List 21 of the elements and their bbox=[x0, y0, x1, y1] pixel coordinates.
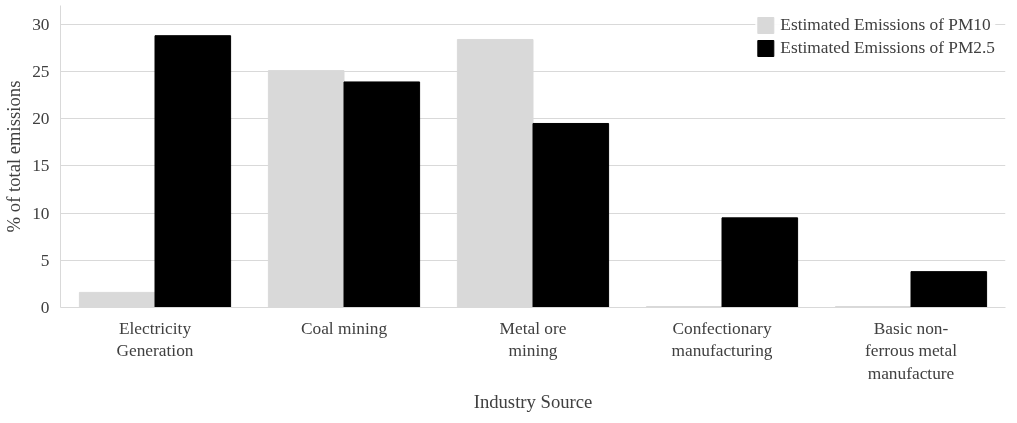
y-tick-label: 25 bbox=[32, 62, 50, 82]
y-axis-title: % of total emissions bbox=[3, 80, 25, 233]
y-tick-label: 5 bbox=[40, 250, 50, 270]
y-tick-label: 0 bbox=[40, 298, 50, 317]
y-tick-label: 20 bbox=[32, 109, 50, 129]
x-tick-label: Confectionary manufacturing bbox=[671, 318, 773, 361]
x-tick-label: Basic non- ferrous metal manufacture bbox=[865, 318, 958, 384]
legend-label: Estimated Emissions of PM2.5 bbox=[780, 38, 995, 58]
bar bbox=[721, 217, 799, 308]
bar bbox=[154, 35, 232, 308]
y-tick-label: 30 bbox=[32, 14, 50, 34]
x-axis-title: Industry Source bbox=[473, 391, 593, 413]
x-tick-label: Electricity Generation bbox=[116, 318, 194, 361]
bar bbox=[910, 271, 988, 308]
x-tick-label: Metal ore mining bbox=[499, 318, 567, 361]
x-tick-label: Coal mining bbox=[300, 318, 388, 338]
bar bbox=[532, 122, 610, 308]
legend-label: Estimated Emissions of PM10 bbox=[780, 15, 991, 35]
y-tick-label: 15 bbox=[32, 156, 50, 176]
y-tick-label: 10 bbox=[32, 203, 50, 223]
bar bbox=[343, 81, 421, 308]
